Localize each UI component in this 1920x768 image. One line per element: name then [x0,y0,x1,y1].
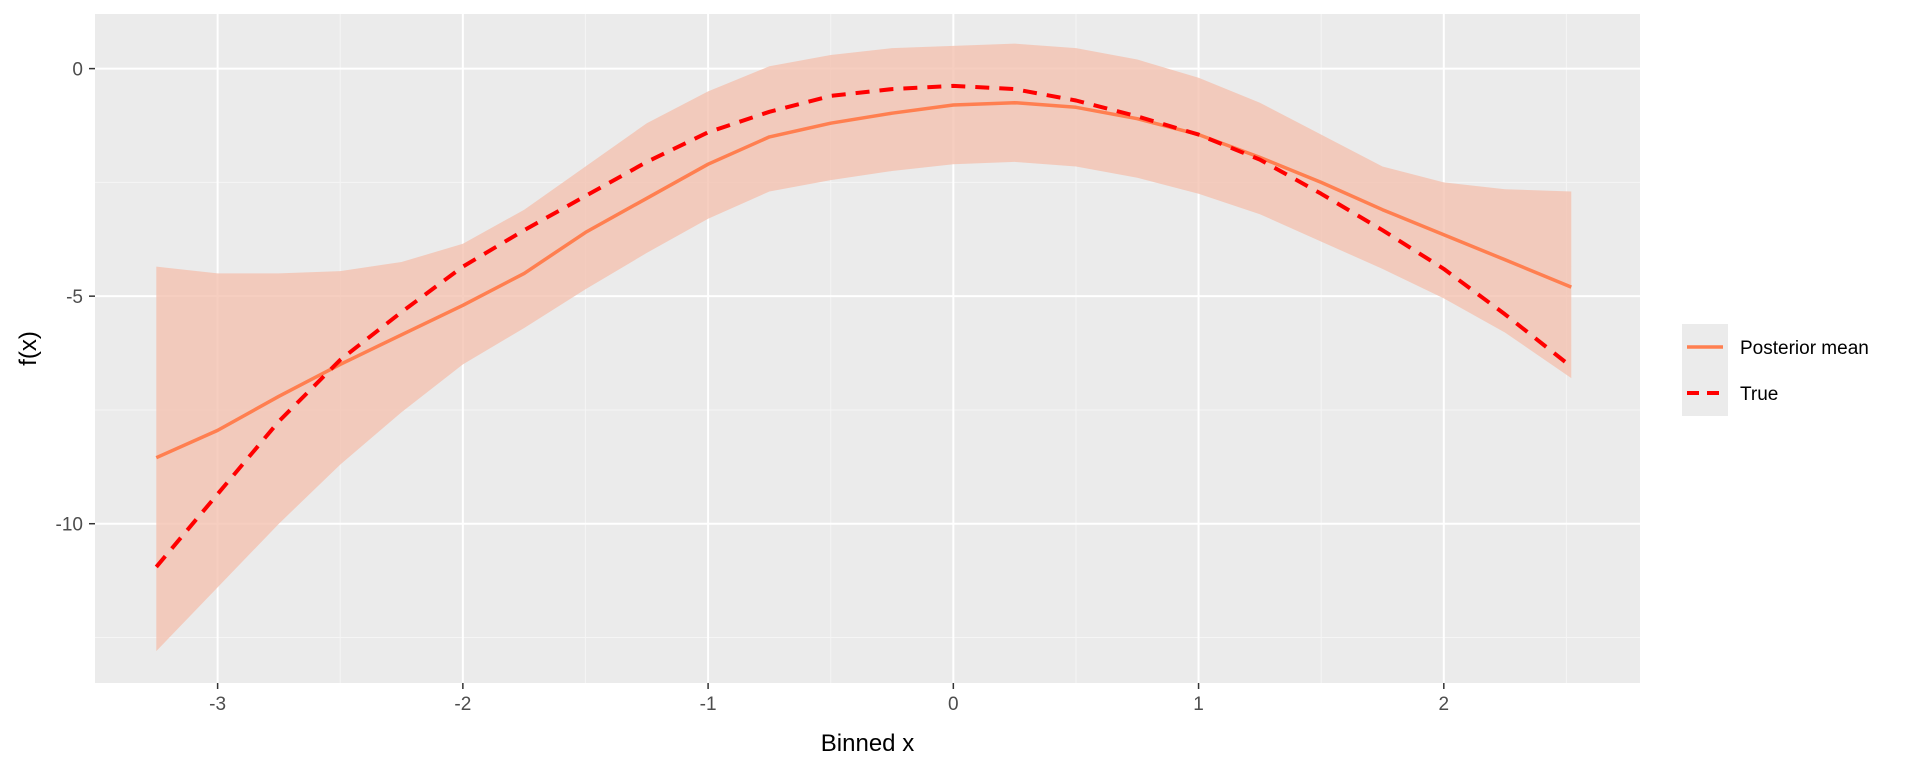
x-axis-title: Binned x [821,730,914,757]
legend-label: True [1740,384,1778,405]
series-line-posterior-mean [155,100,1572,460]
y-axis-title: f(x) [15,331,42,366]
y-tick-label: 0 [72,60,83,81]
x-tick-label: -1 [700,694,717,715]
y-axis: 0 -5 -10 [56,60,95,536]
x-axis: -3 -2 -1 0 1 2 [209,683,1449,715]
legend-label: Posterior mean [1740,338,1869,359]
series-lines [154,83,1573,569]
x-tick-label: 2 [1439,694,1450,715]
x-tick-label: 0 [948,694,959,715]
series-line-true [154,83,1573,569]
x-tick-label: -2 [454,694,471,715]
x-tick-label: -3 [209,694,226,715]
legend: Posterior mean True [1682,324,1869,416]
y-tick-label: -5 [66,287,83,308]
y-tick-label: -10 [56,515,83,536]
x-tick-label: 1 [1193,694,1204,715]
credible-band [156,43,1572,652]
